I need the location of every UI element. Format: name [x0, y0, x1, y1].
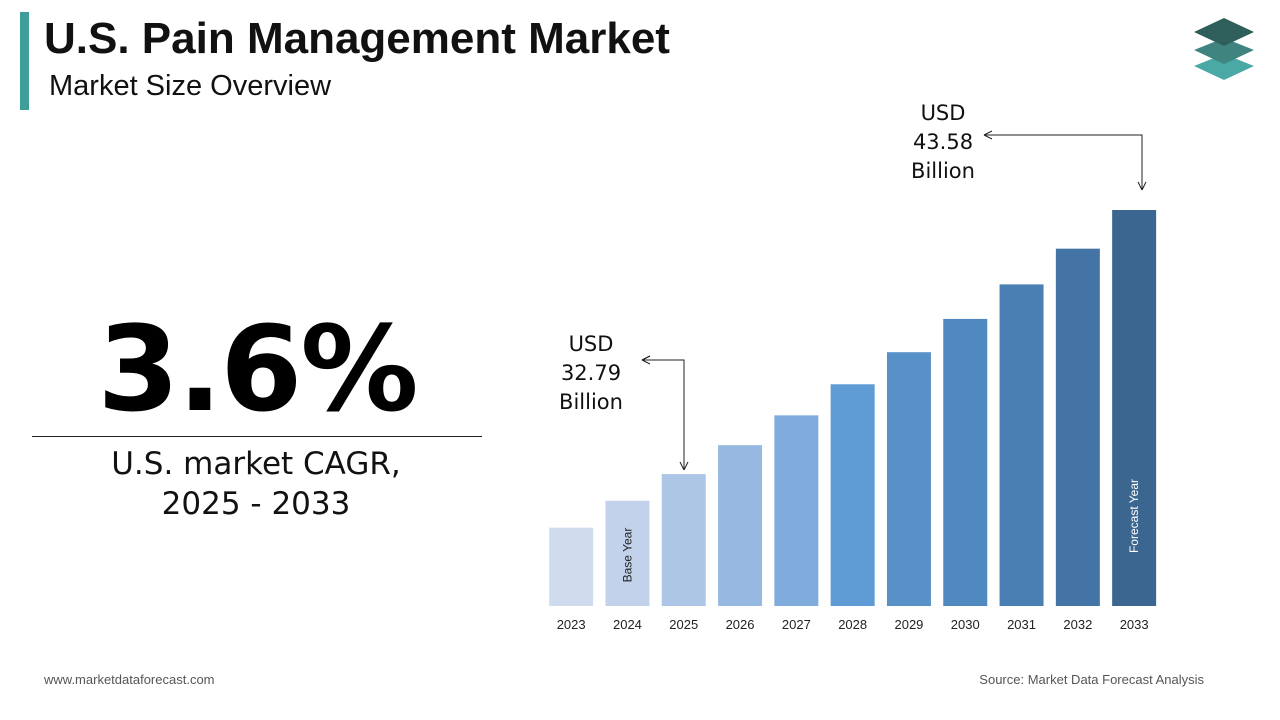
x-tick-label: 2029 — [894, 617, 923, 632]
source: Source: Market Data Forecast Analysis — [979, 672, 1204, 687]
bar — [718, 445, 763, 606]
data-label: USD 43.58 Billion — [911, 101, 975, 183]
website: www.marketdataforecast.com — [44, 672, 215, 687]
bar — [830, 384, 875, 606]
bar — [774, 415, 819, 606]
x-tick-label: 2027 — [782, 617, 811, 632]
bar-note: Base Year — [620, 528, 634, 583]
x-tick-label: 2025 — [669, 617, 698, 632]
data-label: USD 32.79 Billion — [559, 332, 623, 414]
bar — [605, 500, 650, 606]
bar — [1112, 210, 1157, 606]
cagr-value: 3.6% — [97, 300, 418, 438]
x-tick-label: 2033 — [1120, 617, 1149, 632]
x-tick-label: 2028 — [838, 617, 867, 632]
accent-bar — [20, 12, 29, 110]
bar — [549, 527, 594, 606]
x-tick-label: 2030 — [951, 617, 980, 632]
bar-note: Forecast Year — [1127, 479, 1141, 553]
x-tick-label: 2024 — [613, 617, 642, 632]
x-tick-label: 2031 — [1007, 617, 1036, 632]
logo — [1194, 18, 1254, 80]
bar — [1055, 248, 1100, 606]
bar — [661, 474, 706, 606]
divider — [32, 436, 482, 437]
bar — [886, 352, 931, 606]
x-tick-label: 2032 — [1063, 617, 1092, 632]
cagr-caption: U.S. market CAGR, 2025 - 2033 — [111, 446, 401, 522]
bar — [943, 318, 988, 606]
bar — [999, 284, 1044, 606]
x-tick-label: 2023 — [557, 617, 586, 632]
title: U.S. Pain Management Market — [44, 14, 670, 63]
subtitle: Market Size Overview — [49, 70, 332, 102]
x-tick-label: 2026 — [726, 617, 755, 632]
